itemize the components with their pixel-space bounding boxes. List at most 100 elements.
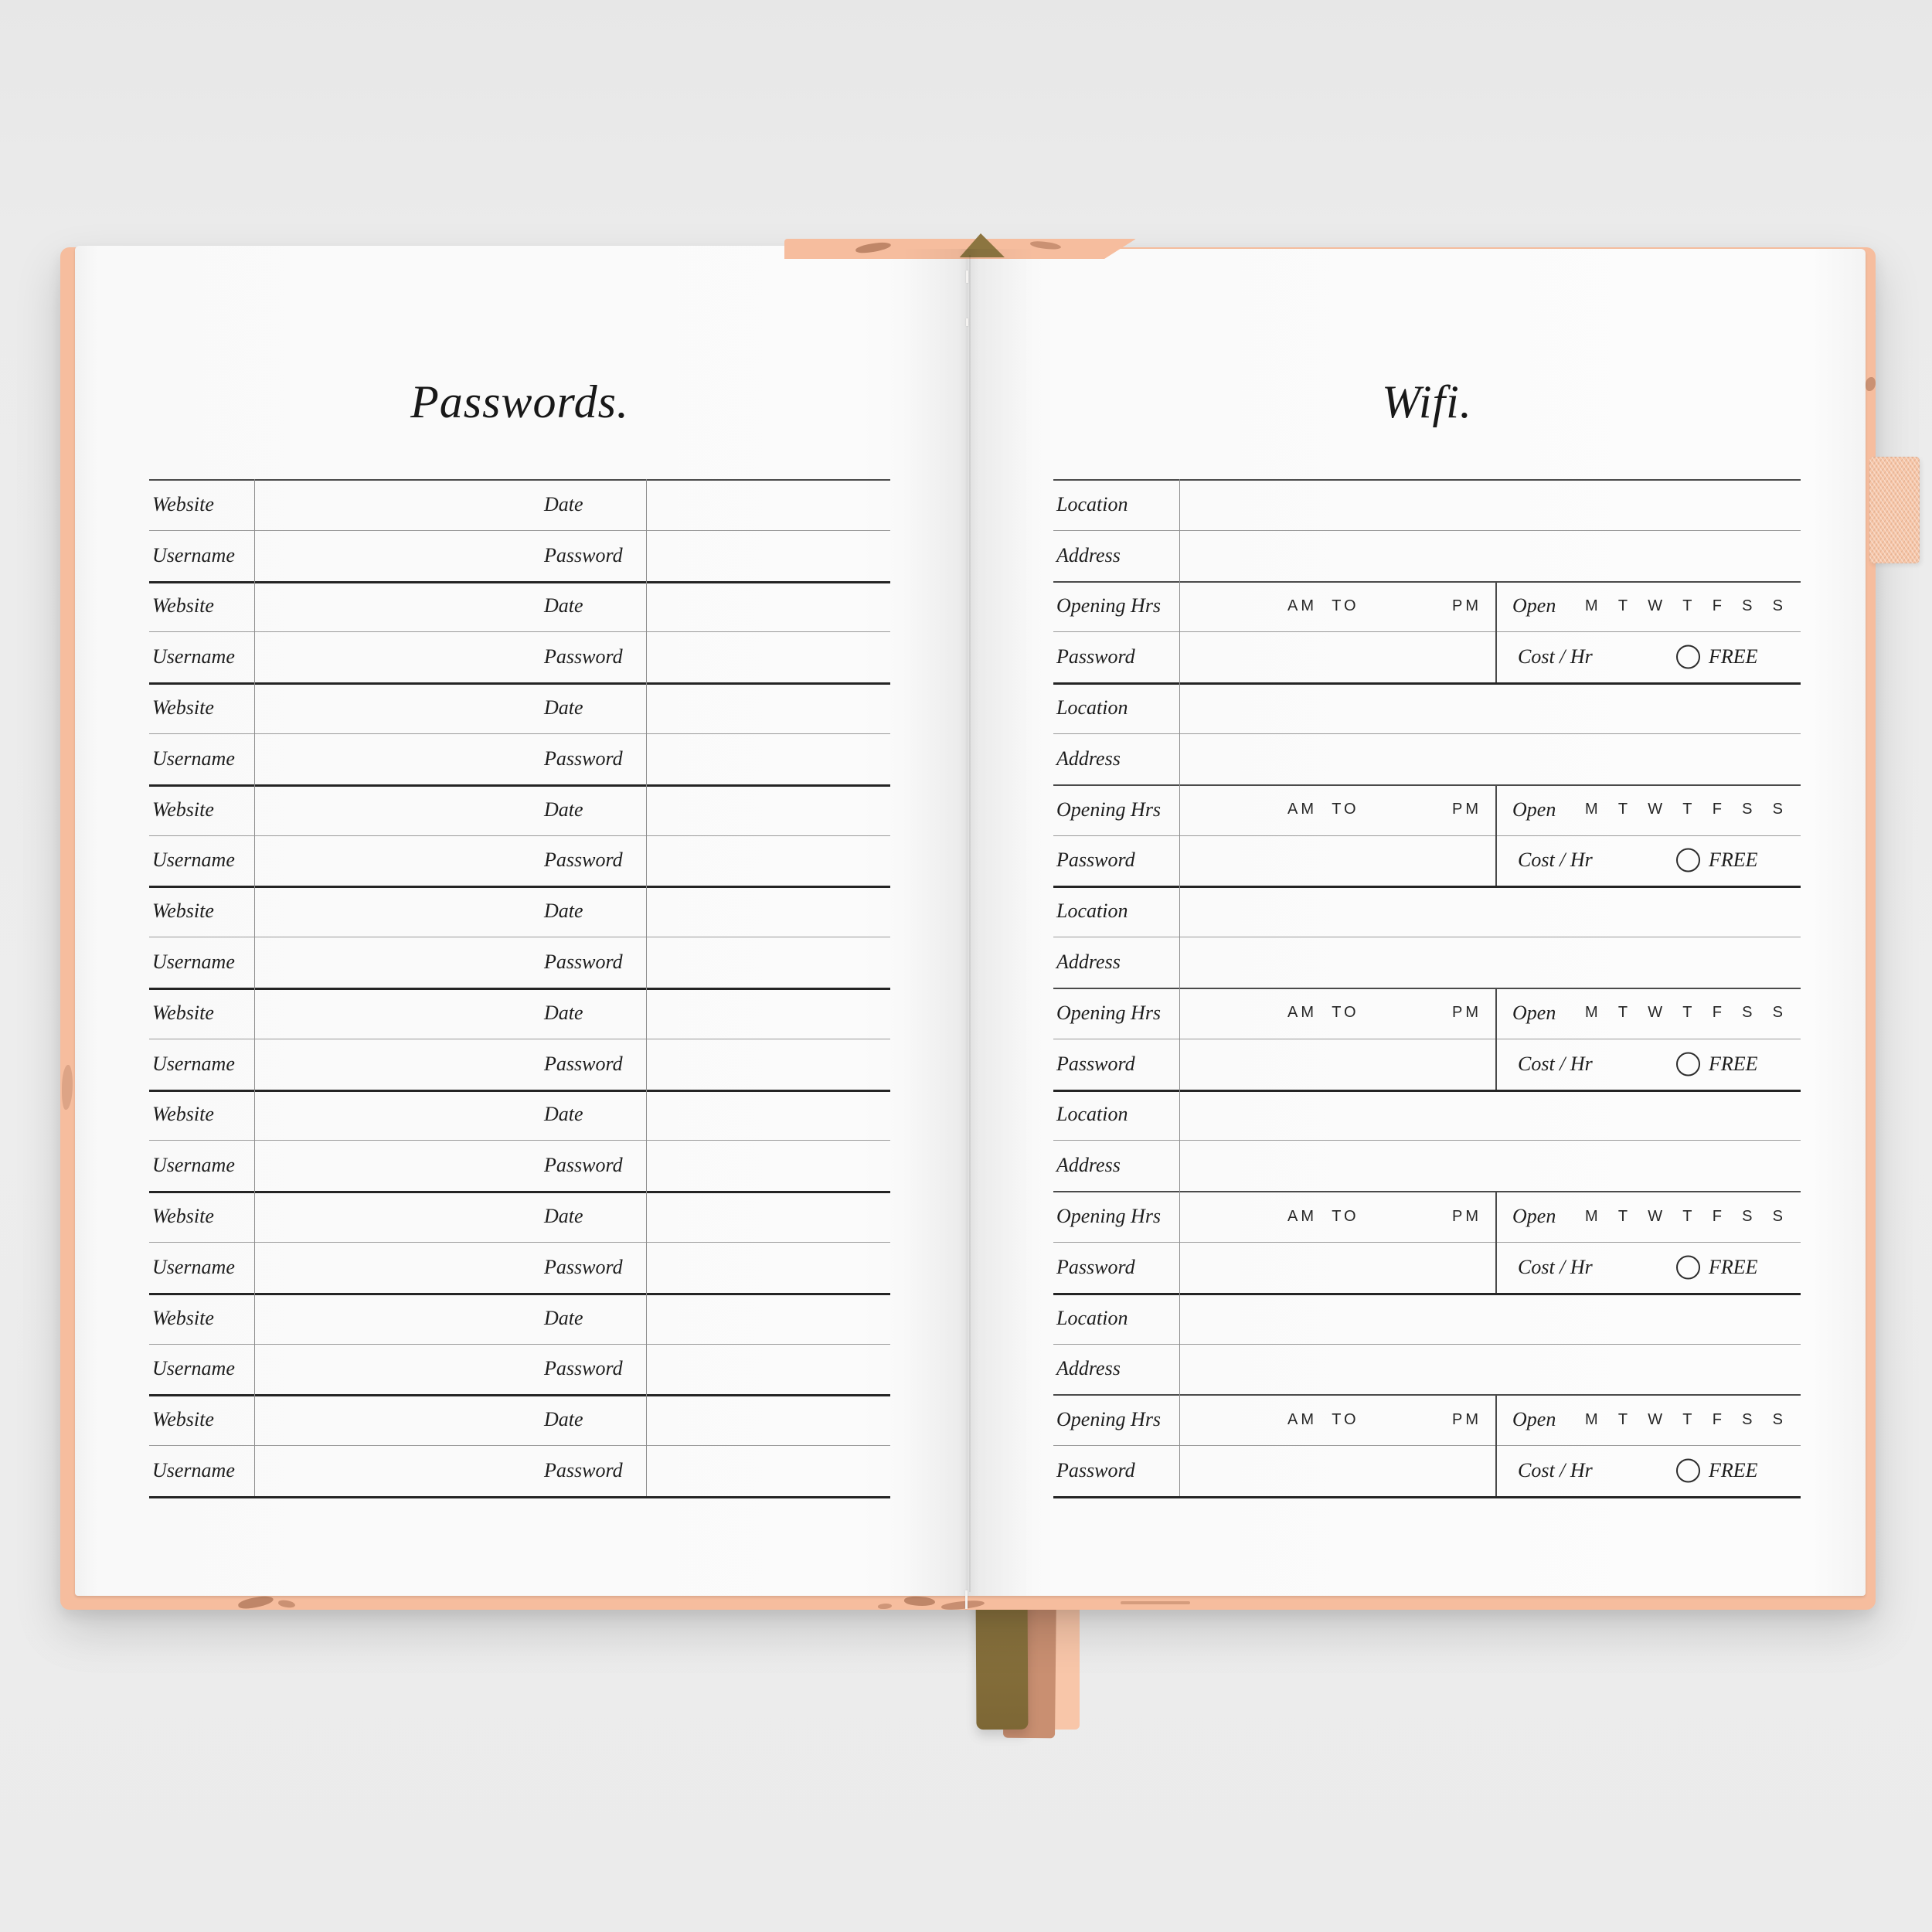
- row-label: Website: [152, 1306, 214, 1329]
- row-label: Location: [1056, 1103, 1128, 1126]
- wifi-address-row: Address: [1053, 530, 1801, 581]
- password-table-row: Website Date: [149, 784, 890, 835]
- row-rule: [149, 1191, 890, 1194]
- password-table-row: Username Password: [149, 733, 890, 784]
- row-rule: [1053, 1394, 1801, 1396]
- wifi-location-row: Location: [1053, 1090, 1801, 1141]
- free-checkbox-circle: [1676, 1052, 1700, 1077]
- free-label: FREE: [1709, 1459, 1758, 1482]
- password-table-row: Username Password: [149, 1039, 890, 1090]
- row-sublabel: Password: [544, 951, 623, 974]
- row-label: Address: [1056, 1357, 1121, 1380]
- row-rule: [1053, 1242, 1801, 1243]
- row-label: Website: [152, 1205, 214, 1228]
- spine-stitch: [966, 270, 968, 283]
- leaf-motif: [237, 1594, 274, 1611]
- row-label: Address: [1056, 951, 1121, 974]
- row-rule: [1053, 529, 1801, 531]
- row-sublabel: Date: [544, 696, 583, 719]
- day-letter: T: [1617, 597, 1628, 614]
- row-rule: [149, 1445, 890, 1447]
- row-label: Username: [152, 1255, 235, 1278]
- row-label: Password: [1056, 849, 1135, 872]
- row-label: Username: [152, 1459, 235, 1482]
- cover-top-edge: [784, 239, 1136, 259]
- password-table-row: Website Date: [149, 479, 890, 530]
- day-letter: T: [1682, 801, 1692, 818]
- day-letter: S: [1742, 597, 1753, 614]
- leaf-motif: [940, 1600, 985, 1611]
- open-label: Open: [1512, 1408, 1556, 1431]
- leaf-motif: [277, 1598, 296, 1610]
- cost-per-hour-label: Cost / Hr: [1518, 1255, 1593, 1278]
- day-letter: W: [1648, 1207, 1663, 1225]
- day-letter: W: [1648, 597, 1663, 614]
- column-rule: [254, 479, 255, 1496]
- row-label: Password: [1056, 1052, 1135, 1075]
- password-table-row: Username Password: [149, 530, 890, 581]
- row-label: Address: [1056, 1154, 1121, 1177]
- day-letter: M: [1585, 1207, 1598, 1225]
- table-top-rule: [1053, 479, 1801, 481]
- leaf-motif: [62, 1065, 73, 1110]
- row-rule: [149, 1089, 890, 1092]
- row-rule: [149, 886, 890, 889]
- wifi-password-row: Password Cost / Hr FREE: [1053, 631, 1801, 682]
- time-pm-label: PM: [1452, 801, 1481, 818]
- day-letter: M: [1585, 1004, 1598, 1022]
- wifi-page-title: Wifi.: [1382, 376, 1472, 427]
- row-sublabel: Date: [544, 1001, 583, 1024]
- row-rule: [1053, 988, 1801, 989]
- wifi-address-row: Address: [1053, 1140, 1801, 1191]
- password-table-row: Username Password: [149, 835, 890, 886]
- wifi-location-row: Location: [1053, 886, 1801, 937]
- password-table-row: Website Date: [149, 581, 890, 632]
- row-label: Username: [152, 543, 235, 566]
- time-pm-label: PM: [1452, 1207, 1481, 1225]
- block-rule: [1053, 1292, 1801, 1295]
- cost-per-hour-label: Cost / Hr: [1518, 1052, 1593, 1075]
- time-am-to-label: AM TO: [1287, 1004, 1359, 1022]
- password-table-row: Username Password: [149, 1344, 890, 1395]
- row-rule: [1053, 1445, 1801, 1447]
- day-letter: S: [1772, 1004, 1783, 1022]
- day-letter: F: [1712, 597, 1722, 614]
- time-pm-label: PM: [1452, 1410, 1481, 1428]
- cost-per-hour-label: Cost / Hr: [1518, 1459, 1593, 1482]
- day-letter: T: [1617, 1410, 1628, 1428]
- time-am-to-label: AM TO: [1287, 597, 1359, 614]
- password-table-row: Website Date: [149, 1090, 890, 1141]
- password-table-row: Website Date: [149, 1394, 890, 1445]
- row-label: Address: [1056, 747, 1121, 770]
- wifi-location-row: Location: [1053, 1293, 1801, 1344]
- spine-stitch: [966, 318, 968, 326]
- day-letter: M: [1585, 597, 1598, 614]
- row-sublabel: Password: [544, 1154, 623, 1177]
- open-label: Open: [1512, 1001, 1556, 1024]
- opening-divider-rule: [1495, 1191, 1497, 1293]
- free-checkbox-circle: [1676, 1458, 1700, 1483]
- day-letter: S: [1772, 801, 1783, 818]
- block-rule: [1053, 682, 1801, 685]
- day-letter: M: [1585, 1410, 1598, 1428]
- row-label: Username: [152, 951, 235, 974]
- passwords-table: Website Date Username Password Website Date Us…: [149, 479, 890, 1498]
- row-label: Opening Hrs: [1056, 594, 1162, 617]
- row-sublabel: Date: [544, 1103, 583, 1126]
- row-sublabel: Password: [544, 747, 623, 770]
- row-label: Opening Hrs: [1056, 1205, 1162, 1228]
- password-table-row: Website Date: [149, 1191, 890, 1242]
- row-sublabel: Password: [544, 645, 623, 668]
- day-letter: T: [1617, 801, 1628, 818]
- row-rule: [1053, 1191, 1801, 1193]
- password-table-row: Username Password: [149, 1242, 890, 1293]
- time-pm-label: PM: [1452, 1004, 1481, 1022]
- day-letter: W: [1648, 801, 1663, 818]
- row-sublabel: Date: [544, 1205, 583, 1228]
- row-rule: [1053, 1343, 1801, 1345]
- wifi-address-row: Address: [1053, 733, 1801, 784]
